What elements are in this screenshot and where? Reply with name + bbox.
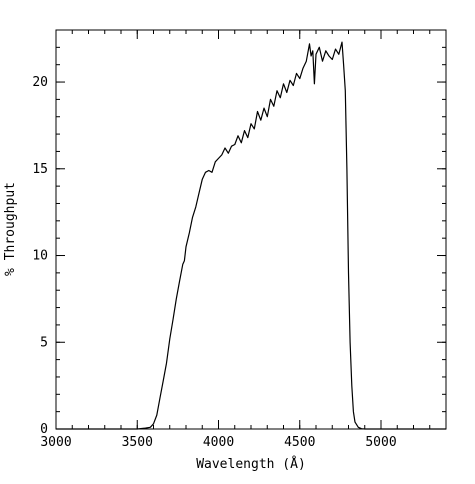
major-ticks: [55, 30, 446, 430]
x-tick-label: 4500: [284, 435, 315, 450]
y-tick-label: 15: [32, 162, 48, 177]
y-axis-title: % Throughput: [3, 182, 18, 276]
x-tick-label: 3500: [122, 435, 153, 450]
y-tick-label: 10: [32, 249, 48, 264]
x-tick-label: 4000: [203, 435, 234, 450]
y-tick-label: 20: [32, 75, 48, 90]
throughput-series-line: [56, 41, 446, 430]
tick-labels: 3000 3500 4000 4500 5000 0 5 10 15 20: [32, 75, 396, 450]
x-tick-label: 3000: [40, 435, 71, 450]
y-tick-label: 5: [40, 335, 48, 350]
series-layer: [56, 41, 446, 430]
x-tick-label: 5000: [365, 435, 396, 450]
x-axis-title: Wavelength (Å): [196, 456, 306, 472]
plot-frame: [55, 29, 447, 430]
y-tick-label: 0: [40, 422, 48, 437]
minor-ticks: [55, 29, 447, 430]
